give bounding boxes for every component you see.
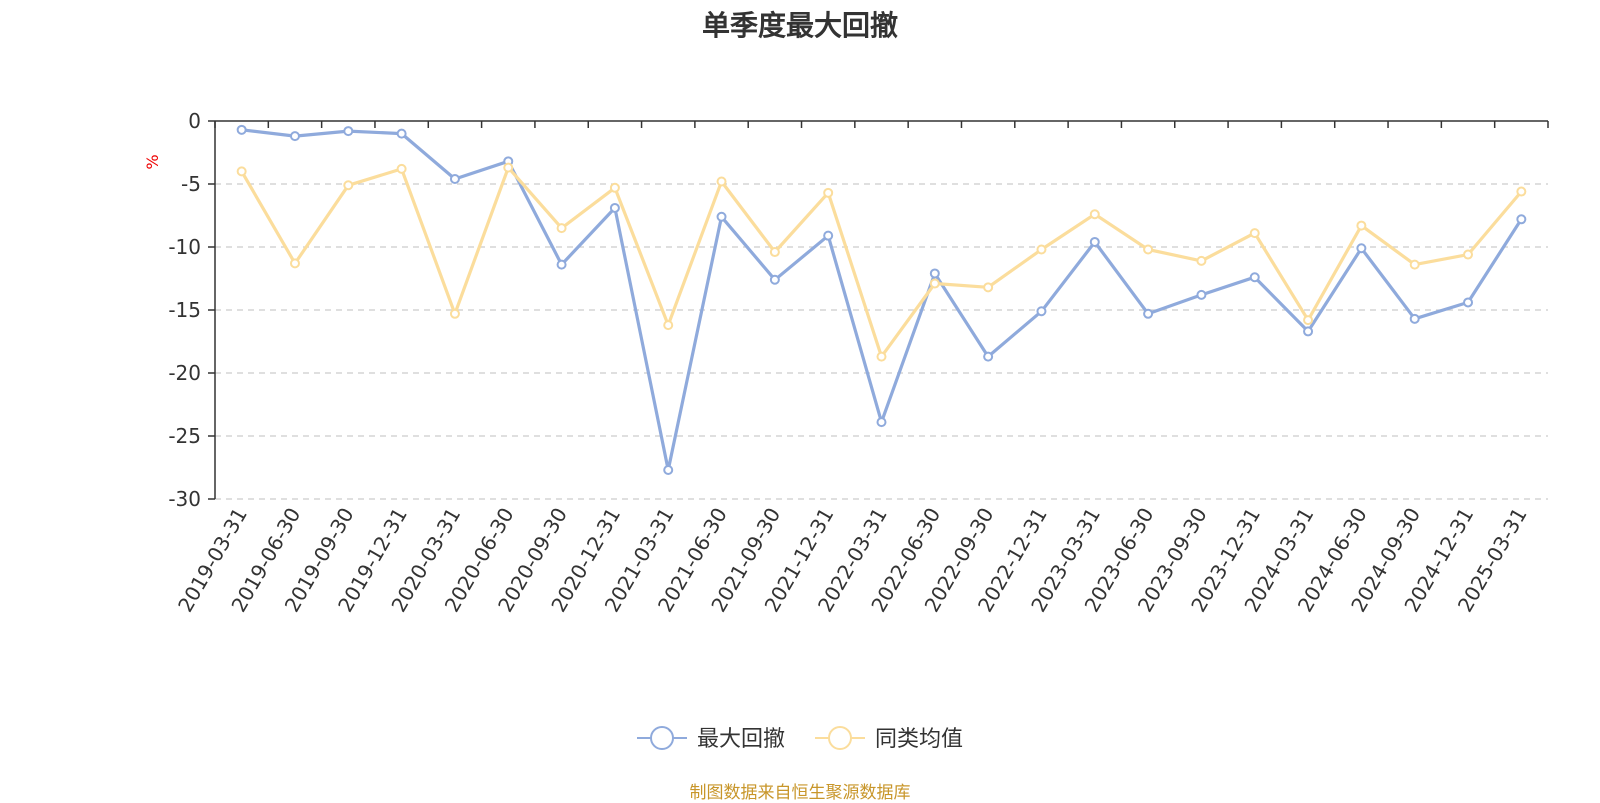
data-point (396, 163, 407, 174)
y-tick-label: -15 (168, 298, 201, 322)
data-point (289, 258, 300, 269)
data-point (1356, 243, 1367, 254)
data-point (769, 247, 780, 258)
series-lines (236, 124, 1527, 476)
data-point (236, 166, 247, 177)
data-point (343, 180, 354, 191)
data-point (929, 268, 940, 279)
data-point (396, 128, 407, 139)
data-point (1303, 326, 1314, 337)
data-point (289, 131, 300, 142)
data-point (609, 202, 620, 213)
data-point (716, 211, 727, 222)
data-point (1409, 313, 1420, 324)
data-point (983, 351, 994, 362)
data-point (1463, 249, 1474, 260)
series-1 (236, 162, 1527, 362)
data-point (1249, 272, 1260, 283)
data-point (1356, 220, 1367, 231)
data-point (663, 320, 674, 331)
data-point (556, 223, 567, 234)
data-point (983, 282, 994, 293)
data-point (556, 259, 567, 270)
y-tick-label: -10 (168, 235, 201, 259)
data-point (1089, 209, 1100, 220)
data-point (663, 465, 674, 476)
data-point (449, 308, 460, 319)
y-tick-label: -25 (168, 424, 201, 448)
data-point (823, 187, 834, 198)
source-note: 制图数据来自恒生聚源数据库 (689, 783, 911, 803)
data-point (503, 162, 514, 173)
data-point (823, 230, 834, 241)
chart-title: 单季度最大回撤 (701, 9, 898, 42)
data-point (1516, 186, 1527, 197)
data-point (343, 126, 354, 137)
data-point (1249, 228, 1260, 239)
data-point (1036, 306, 1047, 317)
legend-marker (650, 726, 674, 750)
data-point (876, 351, 887, 362)
y-tick-label: -5 (181, 172, 201, 196)
data-point (1196, 289, 1207, 300)
data-point (1143, 308, 1154, 319)
legend-label: 最大回撤 (697, 727, 785, 752)
legend-label: 同类均值 (875, 727, 963, 752)
data-point (929, 278, 940, 289)
data-point (1143, 244, 1154, 255)
data-point (1089, 236, 1100, 247)
legend-marker (828, 726, 852, 750)
data-point (1036, 244, 1047, 255)
y-tick-label: -20 (168, 361, 201, 385)
data-point (1196, 255, 1207, 266)
data-point (716, 176, 727, 187)
y-tick-label: -30 (168, 487, 201, 511)
data-point (1303, 315, 1314, 326)
data-point (236, 124, 247, 135)
legend[interactable]: 最大回撤 同类均值 (637, 726, 963, 752)
data-point (1409, 259, 1420, 270)
data-point (1463, 297, 1474, 308)
legend-item-0[interactable]: 最大回撤 (637, 726, 785, 752)
legend-item-1[interactable]: 同类均值 (815, 726, 963, 752)
y-tick-label: 0 (188, 109, 201, 133)
data-point (1516, 214, 1527, 225)
series-line (240, 166, 1523, 359)
axes: 0-5-10-15-20-25-302019-03-312019-06-3020… (168, 109, 1549, 616)
data-point (876, 417, 887, 428)
y-axis-unit: % (143, 154, 162, 169)
grid-lines (215, 183, 1548, 500)
series-0 (236, 124, 1527, 476)
data-point (609, 182, 620, 193)
data-point (769, 274, 780, 285)
data-point (449, 173, 460, 184)
